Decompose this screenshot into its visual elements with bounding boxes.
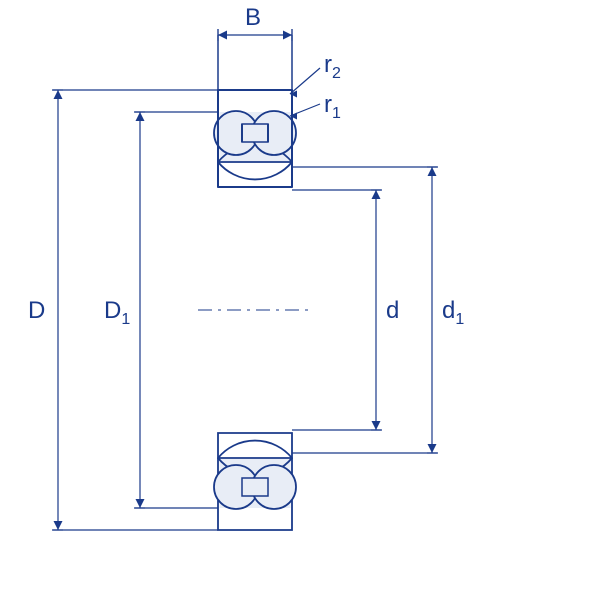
label-r2: r2 (324, 51, 341, 82)
label-d: d (386, 297, 399, 324)
label-d1: d1 (442, 297, 464, 328)
label-B: B (245, 4, 261, 31)
label-D: D (28, 297, 45, 324)
label-D1: D1 (104, 297, 130, 328)
label-r1: r1 (324, 91, 341, 122)
